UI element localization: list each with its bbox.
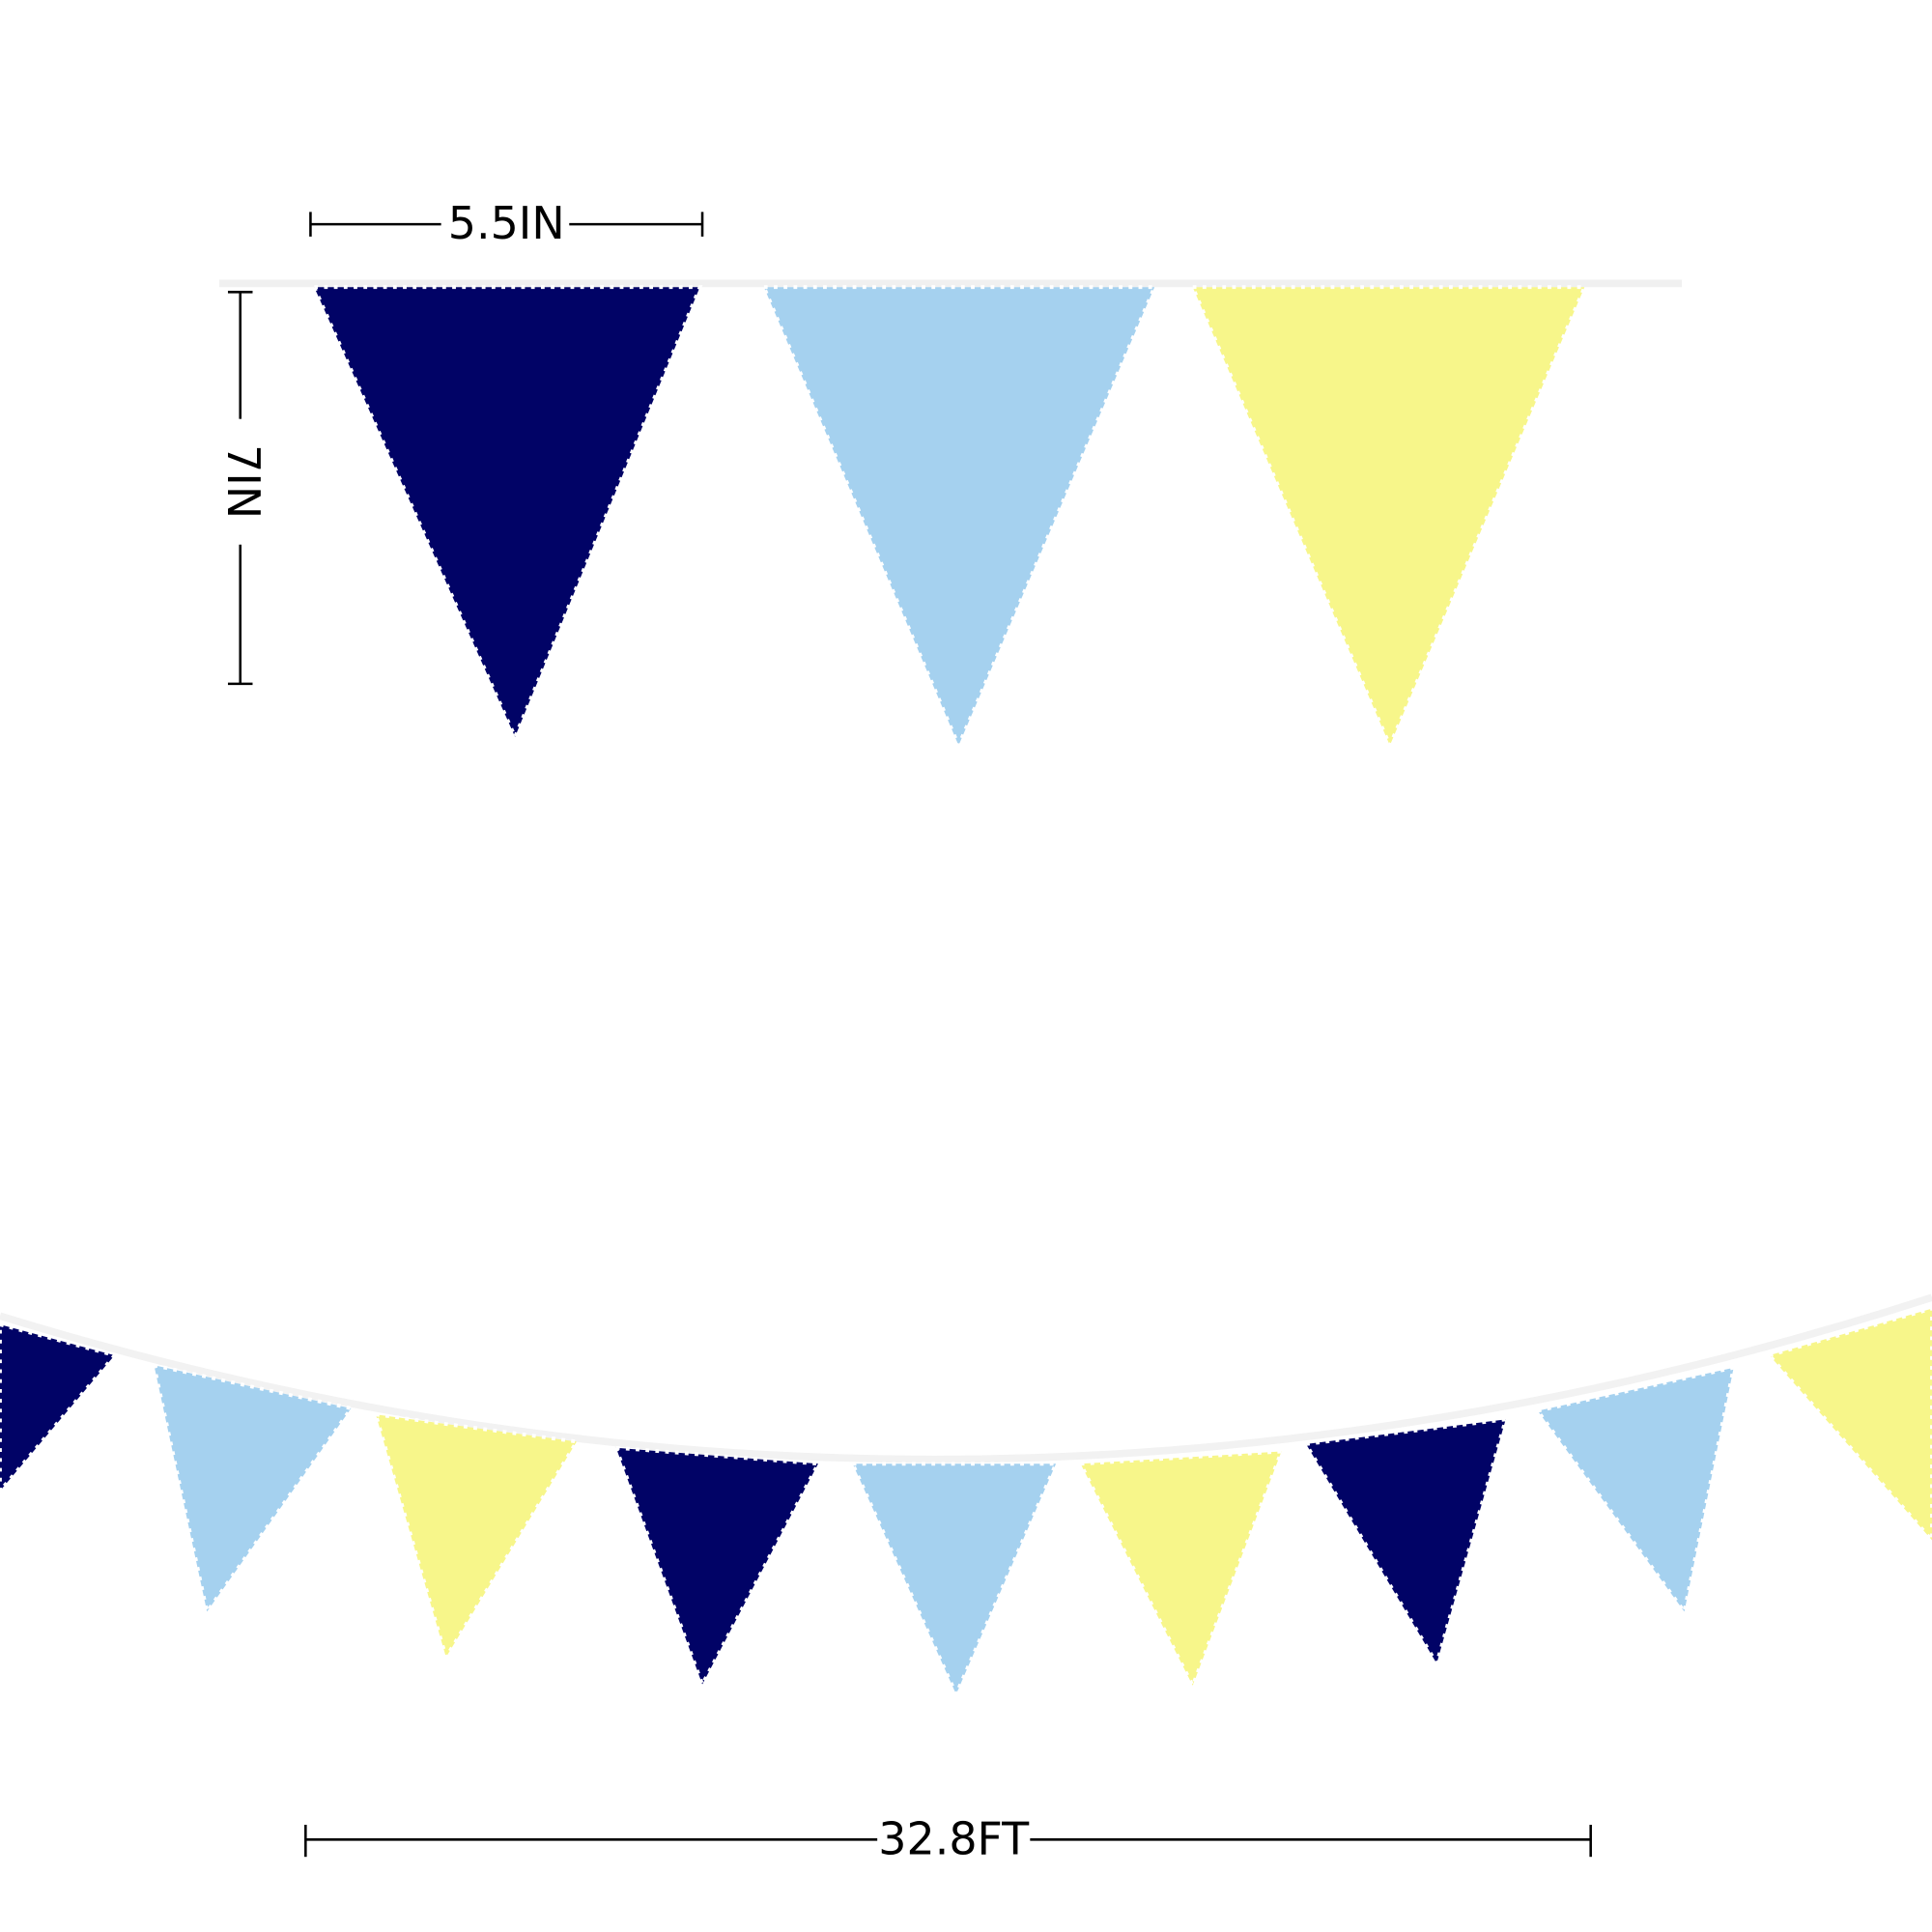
pennant <box>1766 1306 1932 1544</box>
pennant <box>373 1411 581 1662</box>
pennant <box>849 1462 1060 1699</box>
pennant <box>1189 285 1588 751</box>
pennant <box>1302 1417 1509 1668</box>
pennant <box>1534 1365 1737 1617</box>
pennant <box>1077 1449 1285 1690</box>
width-label: 5.5IN <box>448 197 565 249</box>
pennant <box>311 285 703 742</box>
pennant <box>0 1322 119 1494</box>
string <box>0 1293 1932 1463</box>
label-background <box>440 197 570 252</box>
length-label: 32.8FT <box>878 1812 1030 1864</box>
length-dimension: 32.8FT <box>304 1812 1592 1867</box>
pennant <box>151 1362 355 1617</box>
height-label: 7IN <box>217 444 270 519</box>
pennant <box>760 285 1158 751</box>
height-dimension: 7IN <box>209 291 271 686</box>
pennant <box>612 1445 821 1690</box>
label-background <box>877 1812 1031 1867</box>
label-background <box>209 418 271 545</box>
width-dimension: 5.5IN <box>309 197 704 252</box>
